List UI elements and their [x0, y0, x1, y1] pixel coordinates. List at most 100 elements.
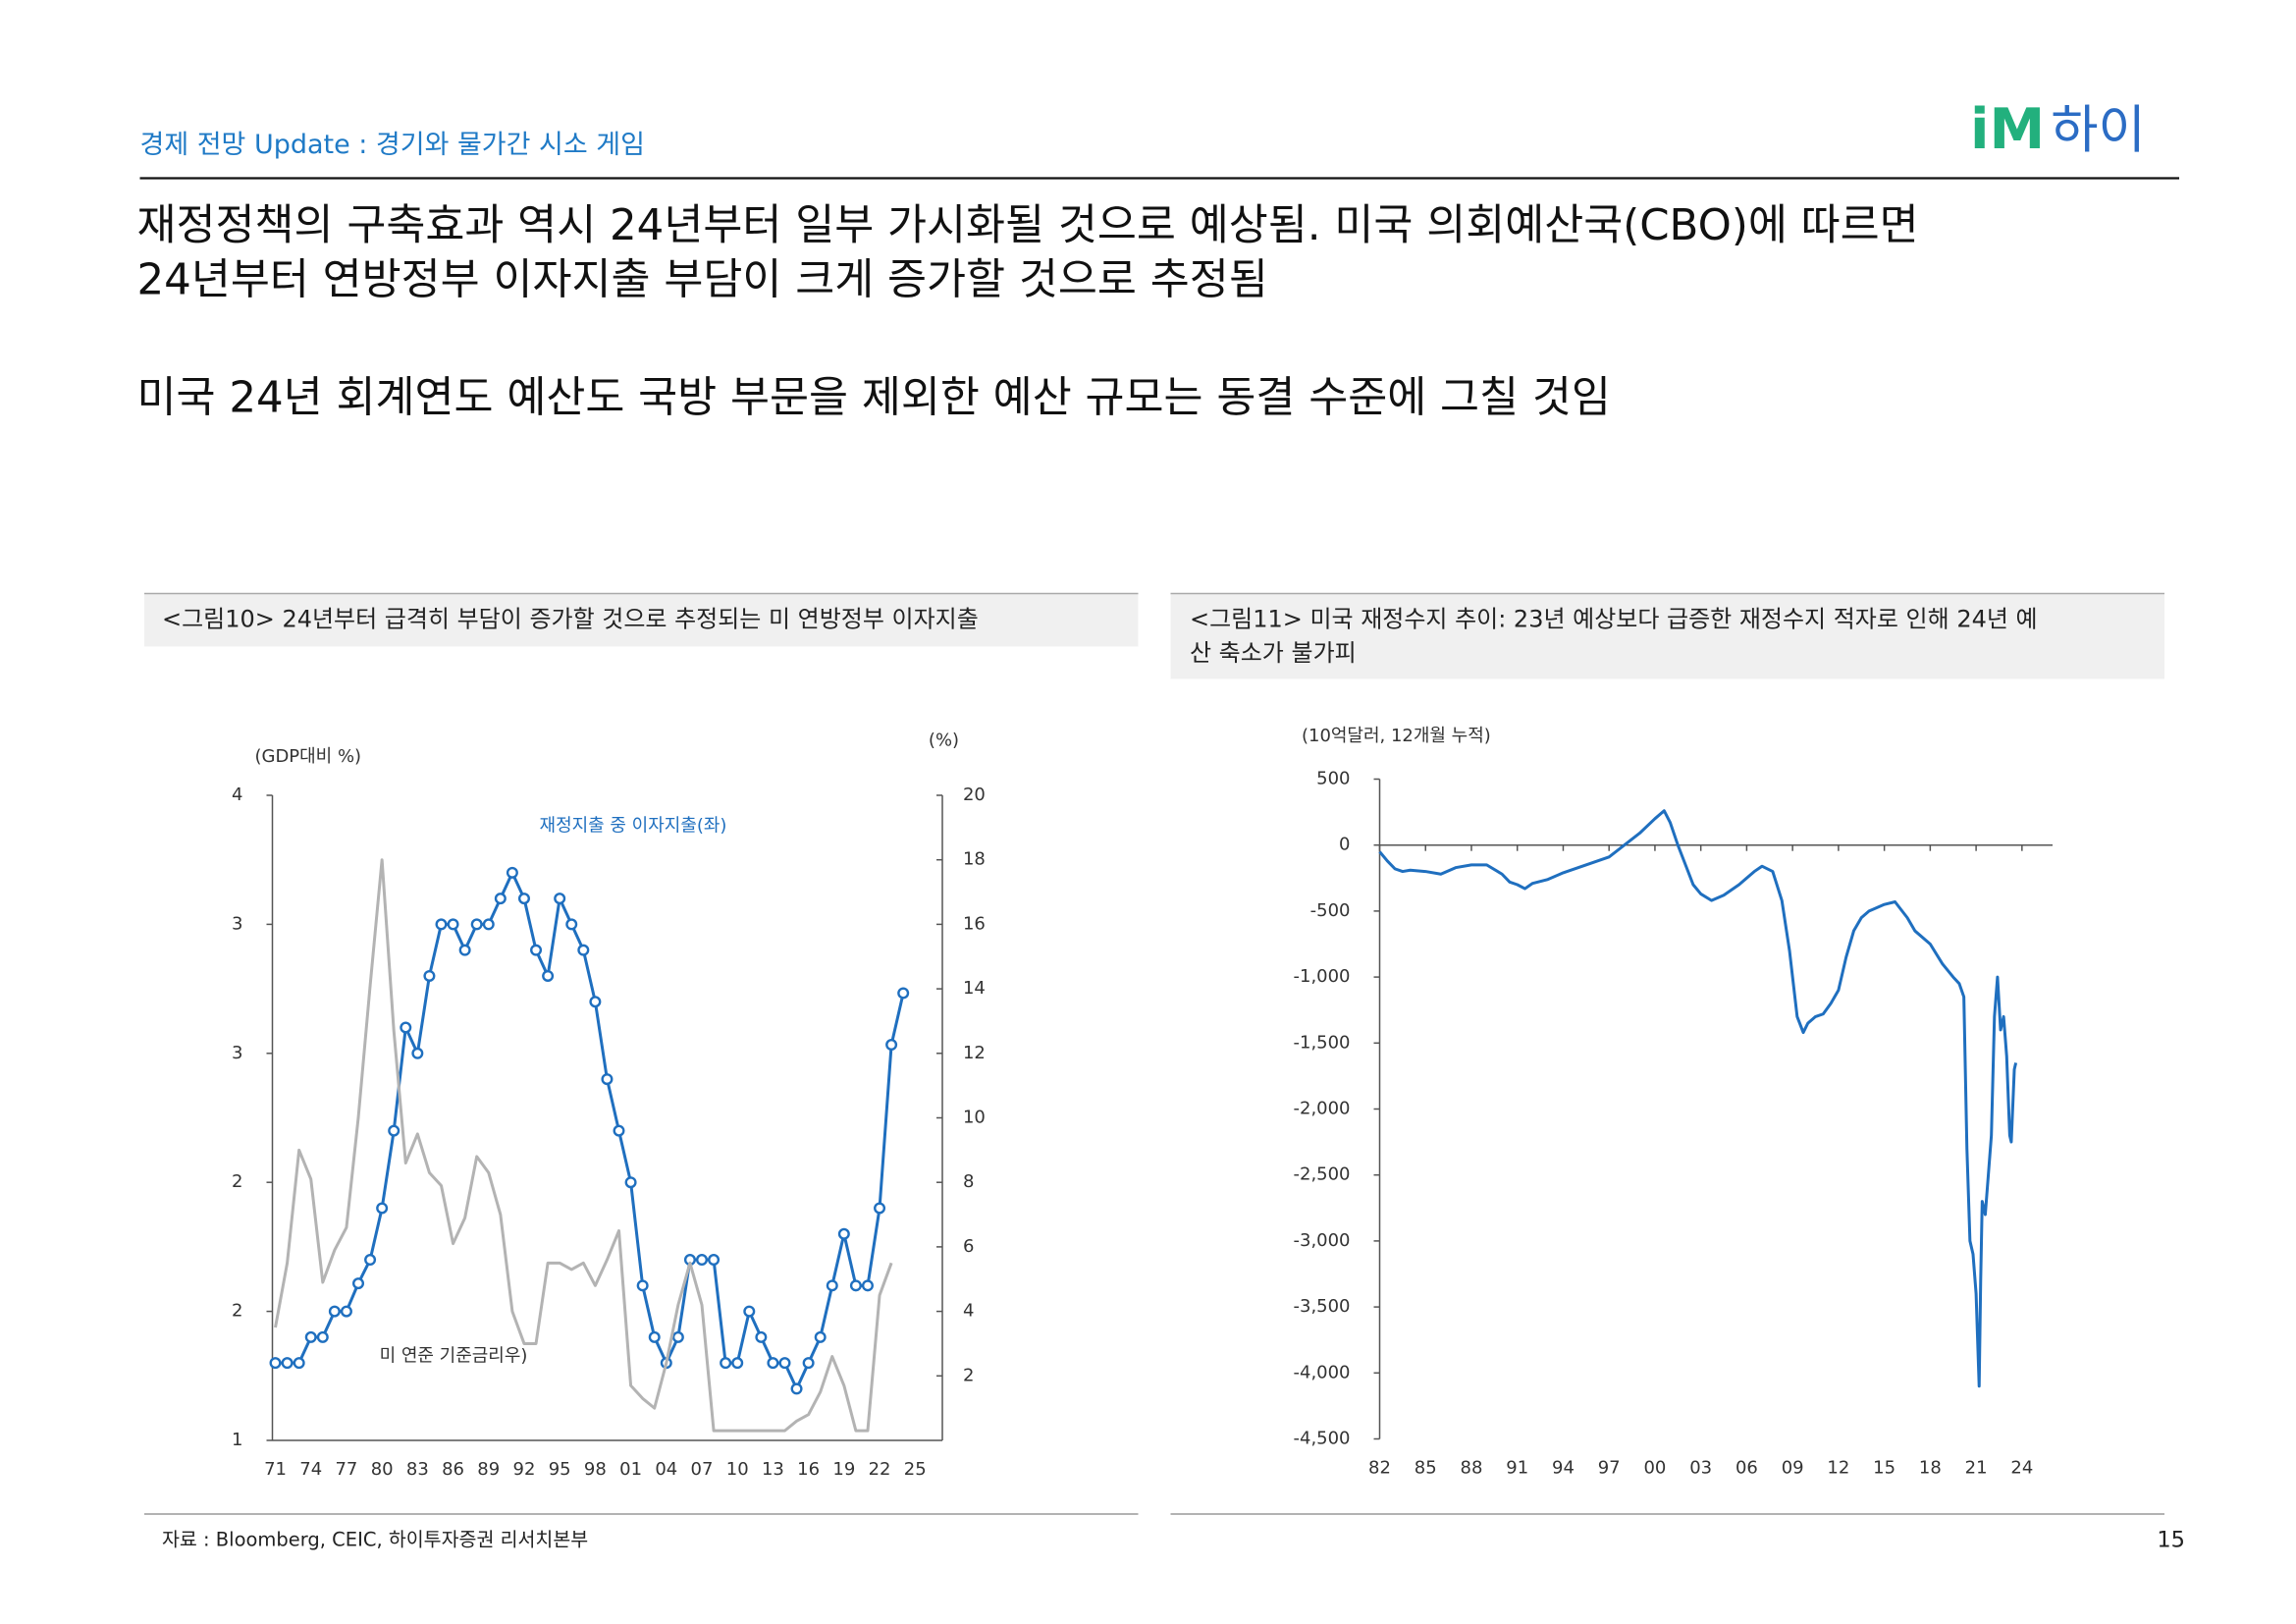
series-label: 재정지출 중 이자지출(좌): [540, 815, 727, 836]
data-point: [400, 1021, 412, 1034]
logo: iM 하이: [1970, 97, 2146, 162]
data-point: [269, 1357, 282, 1370]
figure-caption: <그림10> 24년부터 급격히 부담이 증가할 것으로 추정되는 미 연방정부…: [162, 605, 979, 632]
x-tick-label: 80: [371, 1459, 394, 1480]
data-point: [601, 1073, 614, 1086]
x-tick-label: 85: [1415, 1457, 1437, 1478]
data-point: [554, 893, 566, 905]
data-point: [376, 1202, 389, 1215]
series-line: [274, 858, 893, 1433]
y2-tick-label: 6: [963, 1236, 974, 1257]
data-point: [316, 1330, 329, 1343]
x-tick-label: 09: [1782, 1457, 1804, 1478]
data-point: [517, 893, 530, 905]
data-point: [874, 1202, 886, 1215]
data-point: [755, 1330, 768, 1343]
y2-tick-label: 2: [963, 1365, 974, 1385]
logo-text: 하이: [2051, 100, 2146, 160]
data-point: [589, 996, 602, 1008]
y-tick-label: -2,500: [1294, 1164, 1351, 1185]
x-tick-label: 97: [1598, 1457, 1621, 1478]
y2-axis-title: (%): [929, 730, 959, 750]
data-point: [494, 893, 507, 905]
y2-tick-label: 18: [963, 849, 986, 870]
x-tick-label: 10: [726, 1459, 749, 1480]
data-point: [470, 918, 483, 931]
x-tick-label: 24: [2010, 1457, 2033, 1478]
y-axis-title: (10억달러, 12개월 누적): [1302, 726, 1491, 746]
y-tick-label: 3: [232, 1043, 242, 1063]
x-tick-label: 89: [477, 1459, 500, 1480]
x-tick-label: 95: [549, 1459, 571, 1480]
data-point: [281, 1357, 294, 1370]
x-tick-label: 18: [1919, 1457, 1942, 1478]
data-point: [411, 1047, 424, 1059]
y-tick-label: 2: [232, 1171, 242, 1192]
y2-tick-label: 16: [963, 913, 986, 934]
y-tick-label: -3,500: [1294, 1296, 1351, 1317]
data-point: [388, 1124, 400, 1137]
data-point: [885, 1039, 898, 1052]
data-point: [790, 1382, 803, 1395]
data-point: [731, 1357, 744, 1370]
y-tick-label: -4,000: [1294, 1362, 1351, 1382]
x-tick-label: 16: [797, 1459, 820, 1480]
x-tick-label: 22: [869, 1459, 891, 1480]
source-note: 자료 : Bloomberg, CEIC, 하이투자증권 리서치본부: [162, 1528, 588, 1550]
x-tick-label: 25: [904, 1459, 927, 1480]
x-tick-label: 86: [442, 1459, 464, 1480]
data-point: [837, 1227, 850, 1240]
data-point: [530, 944, 543, 956]
subheadline: 미국 24년 회계연도 예산도 국방 부문을 제외한 예산 규모는 동결 수준에…: [137, 373, 1611, 422]
data-point: [482, 918, 495, 931]
x-tick-label: 07: [691, 1459, 714, 1480]
y-tick-label: 0: [1339, 835, 1350, 855]
data-point: [767, 1357, 779, 1370]
y2-tick-label: 14: [963, 978, 986, 999]
y2-tick-label: 20: [963, 785, 986, 805]
y2-tick-label: 12: [963, 1043, 986, 1063]
series-line: [275, 871, 905, 1390]
y-tick-label: 500: [1316, 768, 1350, 788]
x-tick-label: 71: [264, 1459, 287, 1480]
x-tick-label: 03: [1689, 1457, 1712, 1478]
x-tick-label: 12: [1827, 1457, 1849, 1478]
y-tick-label: 4: [232, 785, 242, 805]
x-tick-label: 15: [1873, 1457, 1896, 1478]
y-tick-label: -500: [1310, 900, 1351, 921]
data-point: [506, 866, 518, 879]
x-tick-label: 88: [1461, 1457, 1483, 1478]
x-tick-label: 19: [832, 1459, 855, 1480]
section-title: 경제 전망 Update : 경기와 물가간 시소 게임: [140, 130, 645, 160]
headline: 재정정책의 구축효과 역시 24년부터 일부 가시화될 것으로 예상됨. 미국 …: [137, 201, 1919, 250]
data-point: [340, 1305, 352, 1318]
data-point: [802, 1357, 815, 1370]
data-point: [636, 1279, 649, 1292]
x-tick-label: 06: [1735, 1457, 1758, 1478]
data-point: [671, 1330, 684, 1343]
data-point: [304, 1330, 317, 1343]
x-tick-label: 83: [406, 1459, 429, 1480]
data-point: [778, 1357, 791, 1370]
y-tick-label: -1,500: [1294, 1032, 1351, 1053]
y-tick-label: -2,000: [1294, 1098, 1351, 1118]
data-point: [293, 1357, 305, 1370]
x-tick-label: 98: [584, 1459, 607, 1480]
y-tick-label: 3: [232, 913, 242, 934]
data-point: [696, 1254, 709, 1267]
data-point: [577, 944, 590, 956]
logo-mark: iM: [1970, 97, 2045, 162]
data-point: [435, 918, 448, 931]
series-label: 미 연준 기준금리우): [380, 1345, 528, 1366]
x-tick-label: 94: [1552, 1457, 1575, 1478]
data-point: [328, 1305, 341, 1318]
data-point: [624, 1176, 637, 1189]
x-tick-label: 91: [1506, 1457, 1528, 1478]
data-point: [814, 1330, 827, 1343]
y-tick-label: 1: [232, 1430, 242, 1450]
figure-caption: <그림11> 미국 재정수지 추이: 23년 예상보다 급증한 재정수지 적자로…: [1190, 605, 2038, 632]
series-line: [1378, 809, 2018, 1388]
x-tick-label: 82: [1368, 1457, 1391, 1478]
x-tick-label: 04: [655, 1459, 677, 1480]
data-point: [708, 1254, 721, 1267]
